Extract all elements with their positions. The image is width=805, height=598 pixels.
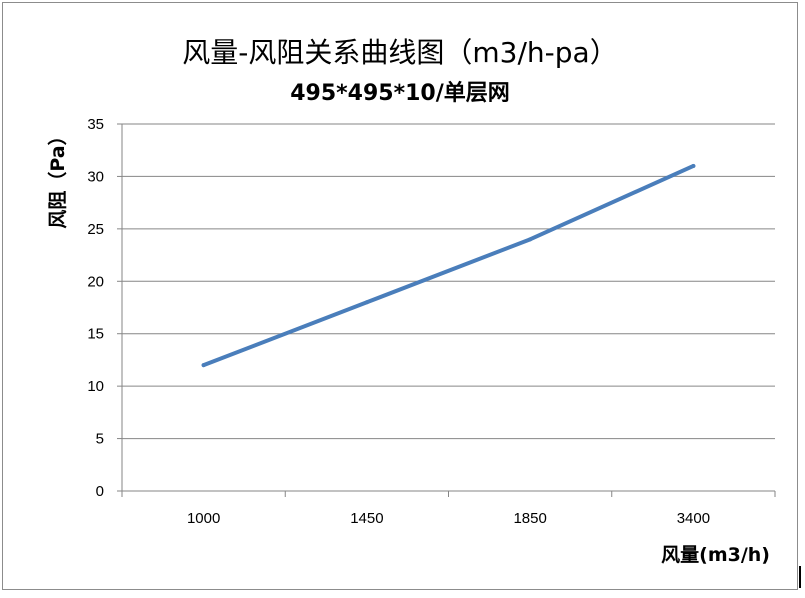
series-line — [201, 163, 696, 368]
axes — [121, 124, 775, 492]
y-tick-label: 15 — [87, 326, 104, 343]
y-axis-title: 风阻（Pa） — [46, 126, 69, 228]
y-tick-label: 10 — [87, 378, 104, 395]
x-axis-ticks: 1000 1450 1850 3400 — [121, 491, 776, 527]
data-point — [364, 300, 369, 305]
chart-subtitle: 495*495*10/单层网 — [290, 81, 510, 106]
data-point — [528, 237, 533, 242]
y-tick-label: 20 — [87, 273, 104, 290]
x-tick-label: 3400 — [677, 510, 710, 527]
y-tick-label: 5 — [96, 431, 104, 448]
data-point — [201, 363, 206, 368]
y-tick-label: 0 — [96, 483, 104, 500]
x-axis-title: 风量(m3/h) — [661, 544, 770, 566]
edge-mark — [799, 566, 801, 588]
chart-title: 风量-风阻关系曲线图（m3/h-pa） — [182, 36, 618, 69]
chart-frame: 风量-风阻关系曲线图（m3/h-pa） 495*495*10/单层网 — [2, 2, 798, 590]
x-tick-label: 1000 — [187, 510, 220, 527]
data-point — [691, 163, 696, 168]
y-tick-label: 35 — [87, 116, 104, 133]
y-tick-label: 30 — [87, 168, 104, 185]
y-axis-ticks: 0 5 10 15 20 25 30 35 — [87, 116, 122, 500]
x-tick-label: 1850 — [513, 510, 546, 527]
y-tick-label: 25 — [87, 221, 104, 238]
series-layer — [201, 163, 696, 368]
x-tick-label: 1450 — [350, 510, 383, 527]
